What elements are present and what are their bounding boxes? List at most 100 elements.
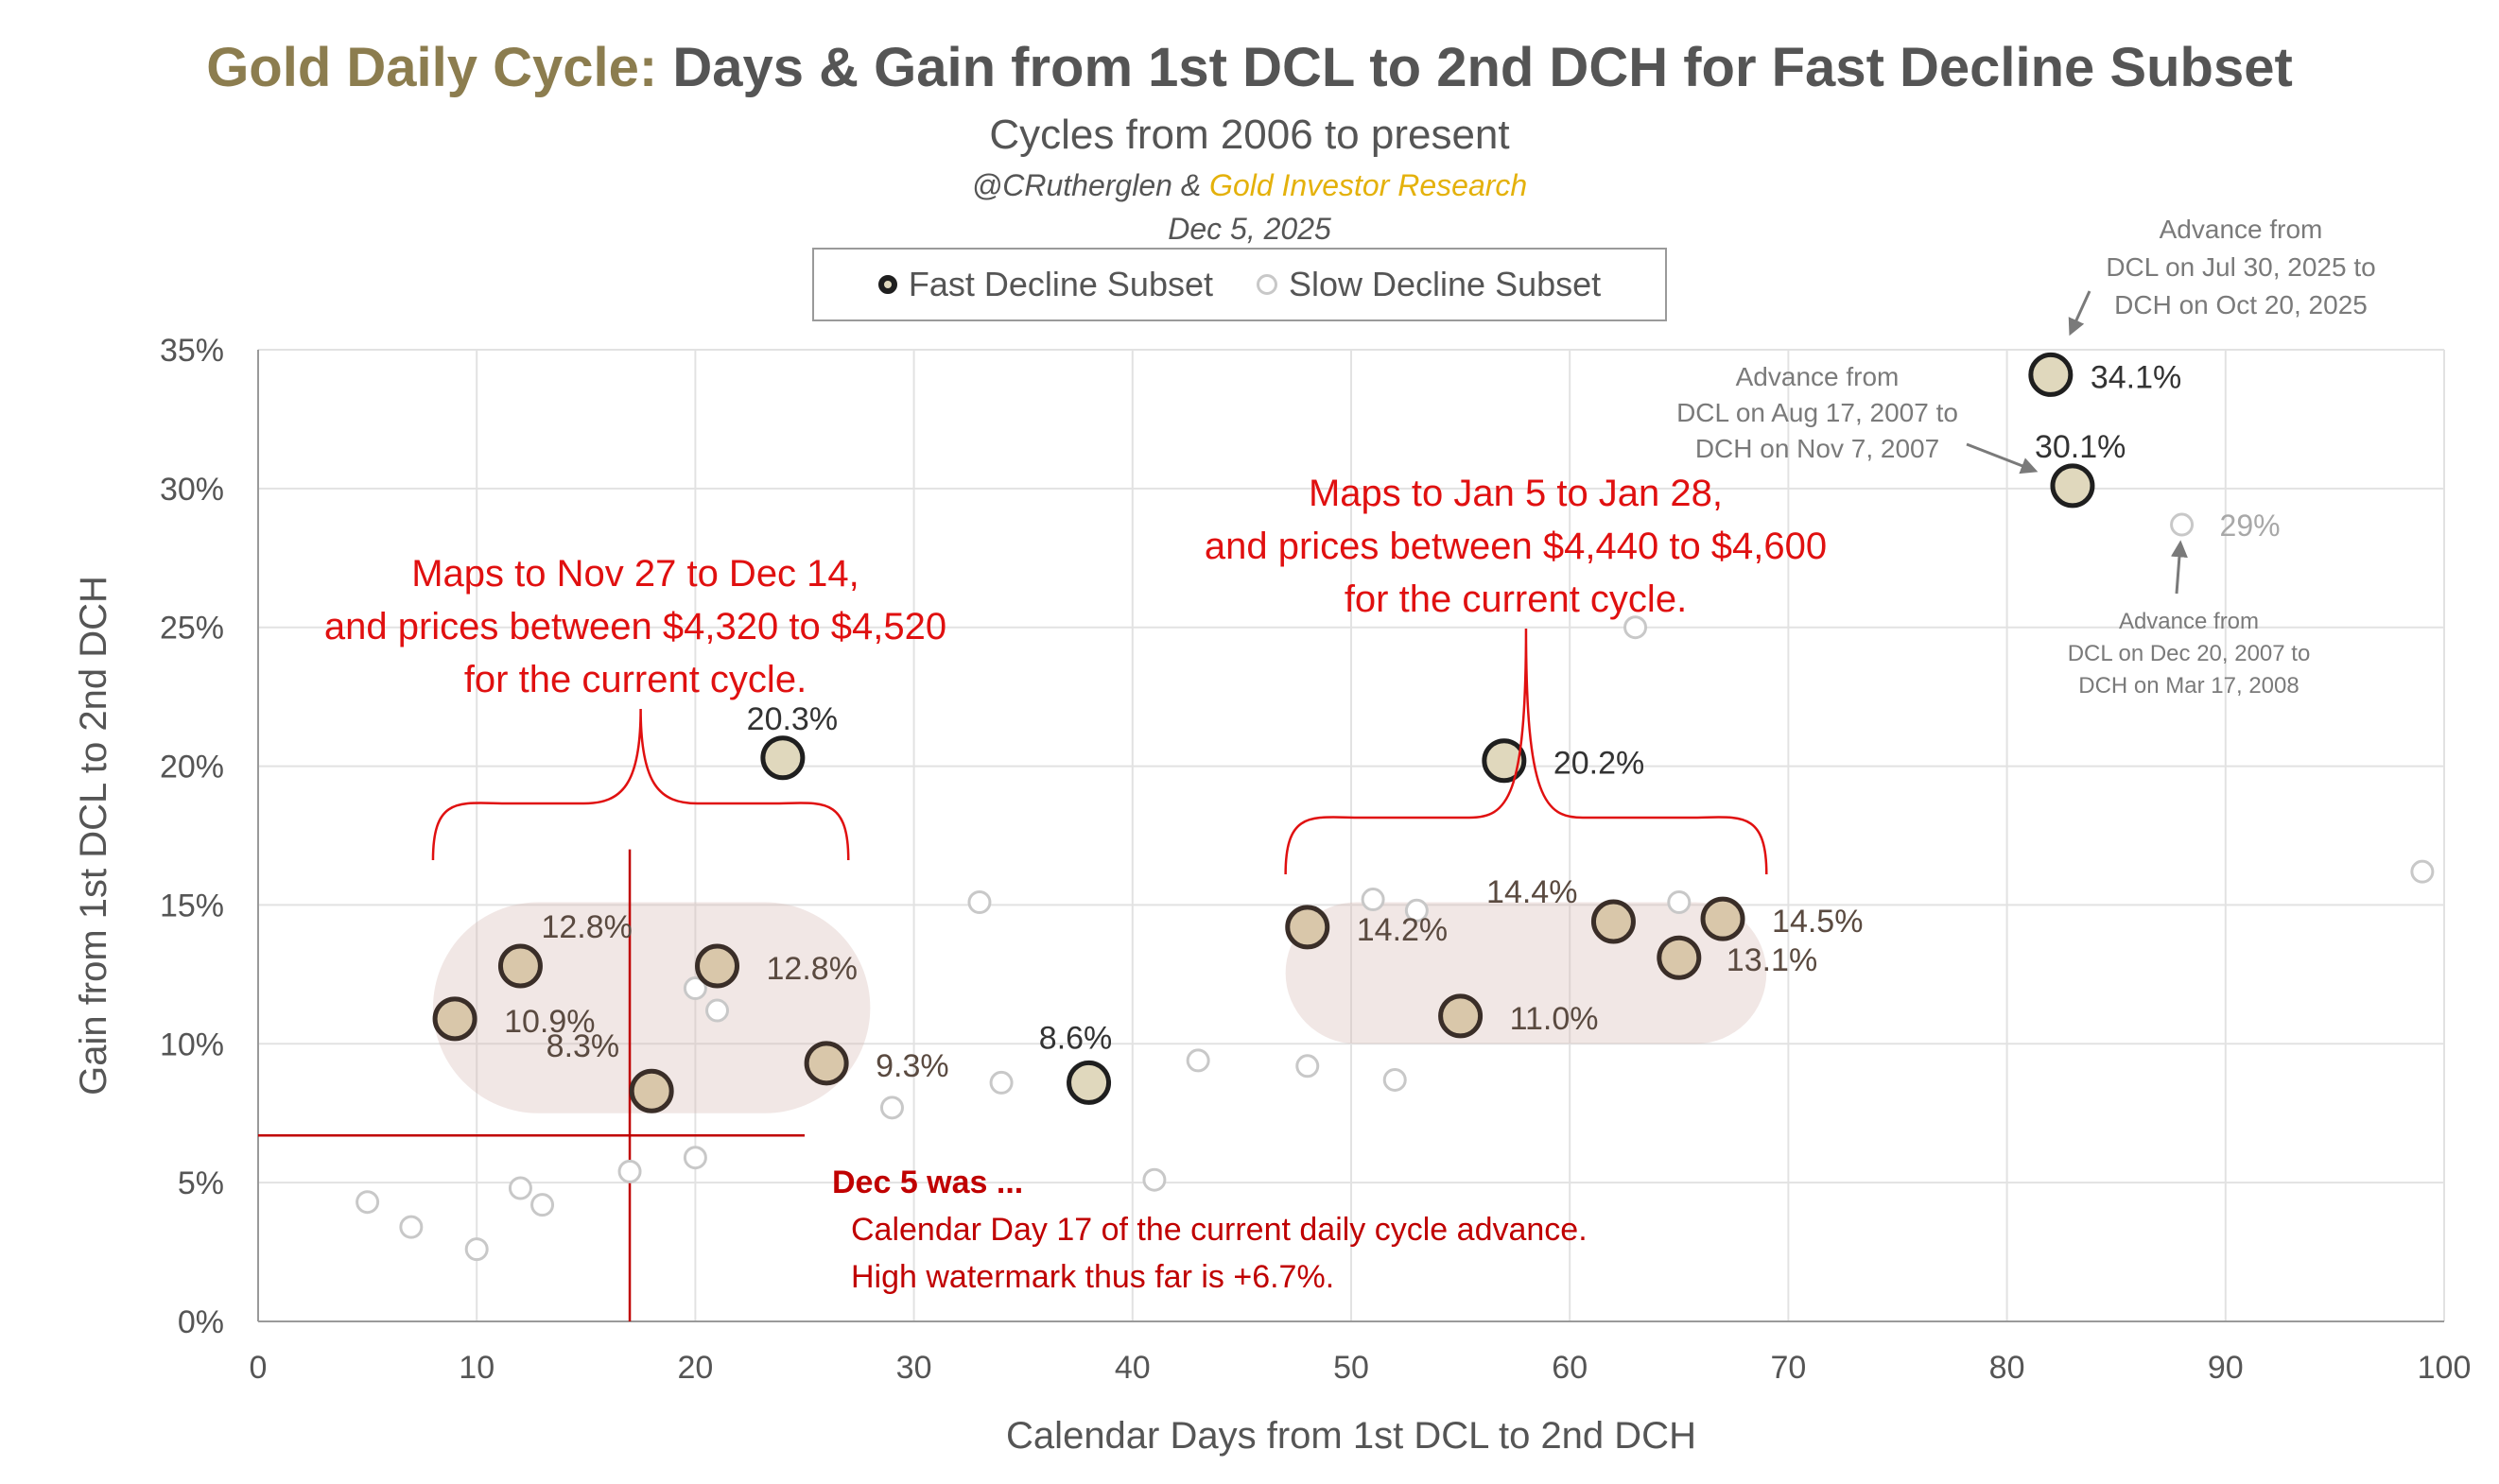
slow-point (617, 1159, 642, 1183)
slow-marker-icon (1256, 274, 1277, 295)
slow-point (967, 889, 992, 914)
fast-point (1590, 899, 1636, 944)
fast-point-label: 9.3% (876, 1048, 949, 1084)
callout-2025-text: DCH on Oct 20, 2025 (2114, 290, 2368, 319)
fast-point (1657, 935, 1702, 980)
x-tick-label: 90 (2208, 1350, 2244, 1386)
fast-marker-icon (877, 275, 897, 294)
fast-point (2050, 463, 2095, 509)
chart-title: Gold Daily Cycle: Days & Gain from 1st D… (0, 36, 2499, 99)
dec5-text: High watermark thus far is +6.7%. (851, 1259, 1334, 1295)
slow-point (1295, 1054, 1320, 1078)
callout-2008-text: Advance from (2119, 609, 2259, 634)
chart-subtitle: Cycles from 2006 to present (989, 112, 1510, 158)
credit-brand: Gold Investor Research (1209, 168, 1528, 202)
cluster-highlight (432, 902, 871, 1113)
x-tick-label: 10 (459, 1350, 495, 1386)
y-tick-label: 0% (178, 1304, 224, 1340)
x-tick-label: 0 (250, 1350, 268, 1386)
left-bracket-text: for the current cycle. (464, 659, 807, 700)
slow-point (2410, 859, 2435, 884)
slow-point (1667, 889, 1692, 914)
right-bracket-text: Maps to Jan 5 to Jan 28, (1309, 473, 1723, 514)
left-bracket-text: Maps to Nov 27 to Dec 14, (411, 553, 859, 595)
fast-point-label: 10.9% (504, 1004, 595, 1040)
fast-point (1700, 896, 1745, 941)
cluster-highlight (1285, 902, 1767, 1044)
y-tick-label: 30% (160, 472, 224, 508)
fast-point (1482, 738, 1527, 784)
dec5-heading: Dec 5 was ... (832, 1165, 1023, 1200)
fast-point (1285, 905, 1330, 950)
slow-point (1382, 1067, 1407, 1092)
right-bracket-text: for the current cycle. (1345, 578, 1687, 620)
title-main: Days & Gain from 1st DCL to 2nd DCH for … (657, 37, 2293, 98)
credit-handle: @CRutherglen & (971, 168, 1210, 202)
fast-point (497, 943, 543, 989)
fast-point (1067, 1060, 1112, 1105)
y-tick-label: 5% (178, 1165, 224, 1201)
fast-point (432, 996, 477, 1042)
legend-fast-label: Fast Decline Subset (908, 265, 1213, 303)
legend-item-fast: Fast Decline Subset (877, 265, 1213, 304)
x-tick-label: 70 (1770, 1350, 1806, 1386)
right-brace (1284, 628, 1768, 875)
slow-point (1142, 1167, 1167, 1192)
left-brace (431, 708, 850, 861)
callout-2007-arrow (1966, 442, 2039, 475)
fast-point-label: 20.2% (1553, 746, 1644, 782)
callout-2007-text: DCH on Nov 7, 2007 (1695, 434, 1939, 463)
legend-slow-label: Slow Decline Subset (1288, 265, 1602, 303)
right-bracket-text: and prices between $4,440 to $4,600 (1205, 526, 1827, 567)
slow-point (1404, 898, 1429, 923)
x-axis-title: Calendar Days from 1st DCL to 2nd DCH (1006, 1415, 1696, 1457)
fast-point (2028, 352, 2074, 397)
fast-point-label: 8.6% (1039, 1020, 1113, 1056)
y-tick-label: 25% (160, 611, 224, 647)
fast-point (1438, 993, 1484, 1039)
slow-point (508, 1176, 532, 1200)
left-bracket-text: and prices between $4,320 to $4,520 (324, 606, 946, 647)
slow-point (356, 1190, 380, 1215)
slow-point (1361, 888, 1385, 912)
x-tick-label: 80 (1989, 1350, 2025, 1386)
slow-point (530, 1193, 555, 1217)
fast-point-label: 12.8% (541, 909, 632, 945)
fast-point-label: 8.3% (547, 1028, 620, 1064)
fast-point-label: 14.4% (1486, 874, 1577, 910)
fast-point-label: 12.8% (767, 951, 858, 987)
chart-credit: @CRutherglen & Gold Investor Research (0, 168, 2499, 203)
callout-2007-text: Advance from (1736, 362, 1900, 391)
x-tick-label: 30 (896, 1350, 932, 1386)
callout-2008-text: DCL on Dec 20, 2007 to (2068, 641, 2311, 666)
legend-item-slow: Slow Decline Subset (1256, 265, 1602, 304)
slow-point (879, 1096, 904, 1120)
slow-point (464, 1237, 489, 1262)
title-accent: Gold Daily Cycle: (206, 37, 658, 98)
dec5-text: Calendar Day 17 of the current daily cyc… (851, 1212, 1588, 1248)
slow-point (705, 998, 730, 1023)
slow-point (2170, 512, 2195, 537)
x-tick-label: 20 (677, 1350, 713, 1386)
x-tick-label: 60 (1552, 1350, 1588, 1386)
fast-point (629, 1068, 674, 1113)
callout-2007-text: DCL on Aug 17, 2007 to (1676, 398, 1958, 427)
y-tick-label: 10% (160, 1027, 224, 1062)
y-tick-label: 20% (160, 750, 224, 785)
fast-point (804, 1041, 849, 1086)
y-tick-label: 35% (160, 333, 224, 369)
y-axis-title: Gain from 1st DCL to 2nd DCH (73, 576, 114, 1096)
slow-point (1186, 1048, 1210, 1073)
fast-point-label: 11.0% (1510, 1001, 1599, 1037)
slow-point (683, 976, 707, 1001)
fast-point (760, 735, 806, 781)
legend: Fast Decline Subset Slow Decline Subset (812, 248, 1667, 321)
x-tick-label: 50 (1333, 1350, 1369, 1386)
fast-point-label: 20.3% (747, 701, 838, 737)
fast-point-label: 34.1% (2091, 359, 2181, 395)
fast-point (695, 943, 740, 989)
callout-2008-text: DCH on Mar 17, 2008 (2078, 673, 2299, 699)
fast-point-label: 13.1% (1727, 942, 1817, 978)
slow-point (1623, 615, 1648, 640)
